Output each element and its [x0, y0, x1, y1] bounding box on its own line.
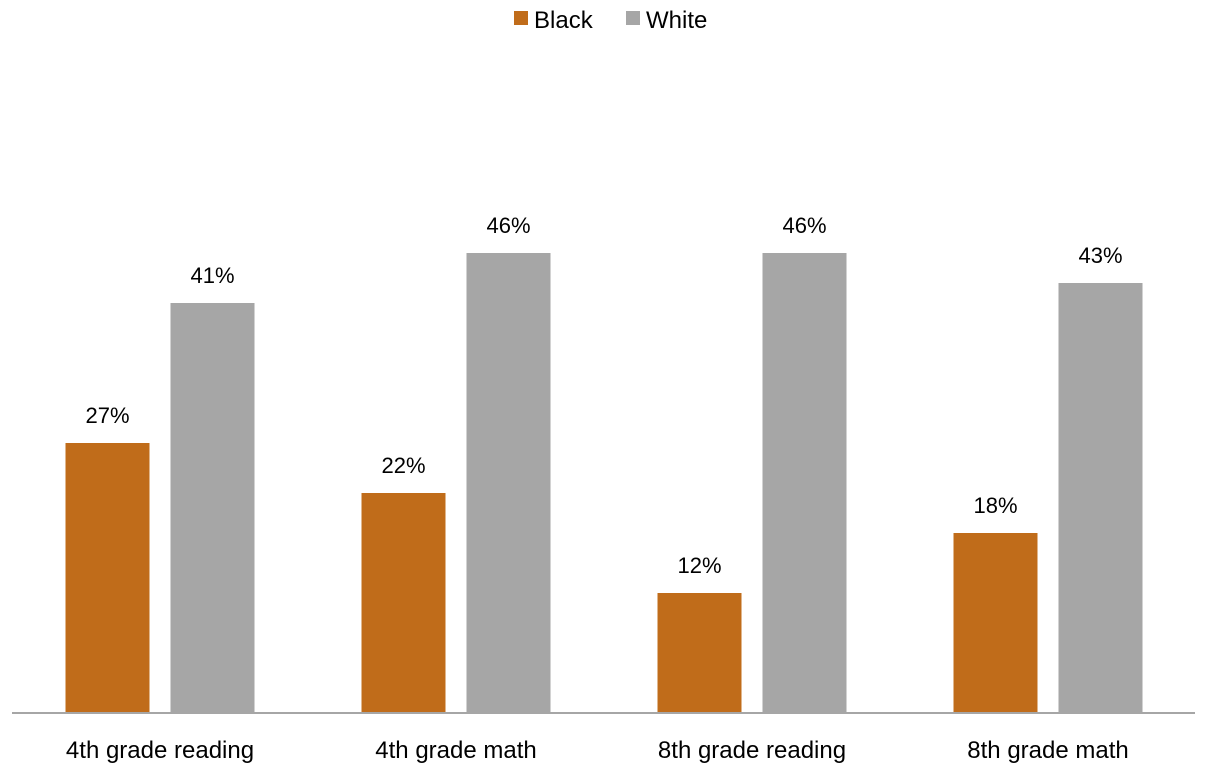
legend: Black White — [514, 7, 707, 34]
bar-black-1 — [65, 443, 150, 713]
bar-black-4 — [953, 533, 1038, 713]
bar-black-2 — [361, 493, 446, 713]
x-tick-label: 8th grade math — [967, 737, 1128, 764]
data-label-black-4: 18% — [973, 493, 1017, 518]
data-labels-group: 27% 41% 22% 46% 12% 46% 18% 43% — [85, 213, 1122, 578]
data-label-black-3: 12% — [677, 553, 721, 578]
bar-black-3 — [657, 593, 742, 713]
legend-label-white: White — [646, 7, 707, 34]
data-label-white-2: 46% — [486, 213, 530, 238]
x-tick-label: 8th grade reading — [658, 737, 846, 764]
bars-group — [65, 253, 1143, 713]
bar-white-1 — [170, 303, 255, 713]
bar-white-4 — [1058, 283, 1143, 713]
x-tick-label: 4th grade reading — [66, 737, 254, 764]
x-tick-labels-group: 4th grade reading 4th grade math 8th grade… — [66, 737, 1129, 764]
data-label-white-3: 46% — [782, 213, 826, 238]
bar-white-2 — [466, 253, 551, 713]
x-tick-label: 4th grade math — [375, 737, 536, 764]
legend-label-black: Black — [534, 7, 594, 34]
data-label-black-2: 22% — [381, 453, 425, 478]
legend-swatch-black — [514, 11, 528, 25]
legend-swatch-white — [626, 11, 640, 25]
data-label-white-1: 41% — [190, 263, 234, 288]
bar-white-3 — [762, 253, 847, 713]
data-label-white-4: 43% — [1078, 243, 1122, 268]
data-label-black-1: 27% — [85, 403, 129, 428]
